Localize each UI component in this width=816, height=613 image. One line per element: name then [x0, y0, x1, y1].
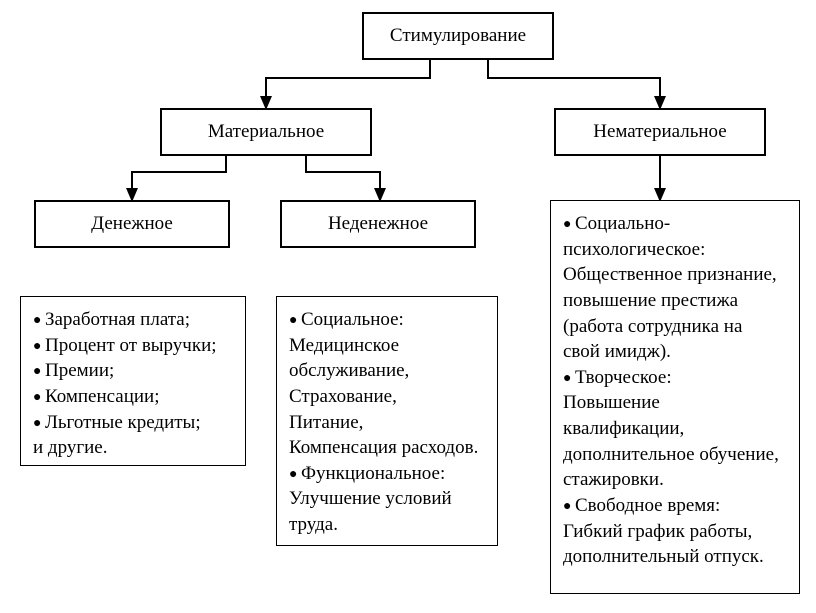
list-item: дополнительный отпуск. [563, 544, 787, 570]
list-item: Социально- [563, 211, 787, 237]
list-item: свой имидж). [563, 339, 787, 365]
list-item: Страхование, [289, 384, 485, 410]
list-item: Социальное: [289, 307, 485, 333]
node-money-label: Денежное [91, 212, 173, 236]
immaterial-detail-list: Социально-психологическое:Общественное п… [563, 211, 787, 570]
edge-material-nonmoney [306, 156, 380, 200]
node-immaterial: Нематериальное [554, 108, 766, 156]
node-nonmoney: Неденежное [280, 200, 476, 248]
nonmoney-detail-list: Социальное:Медицинскоеобслуживание,Страх… [289, 307, 485, 538]
node-money: Денежное [34, 200, 230, 248]
list-item: повышение престижа [563, 288, 787, 314]
edge-root-material [266, 60, 430, 108]
list-item: квалификации, [563, 416, 787, 442]
edge-root-immaterial [488, 60, 660, 108]
list-item: и другие. [33, 435, 233, 461]
list-item: стажировки. [563, 467, 787, 493]
list-item: Свободное время: [563, 493, 787, 519]
node-material-label: Материальное [208, 120, 324, 144]
list-item: Процент от выручки; [33, 333, 233, 359]
node-nonmoney-label: Неденежное [328, 212, 428, 236]
diagram-canvas: Стимулирование Материальное Нематериальн… [0, 0, 816, 613]
list-item: Питание, [289, 410, 485, 436]
list-item: Творческое: [563, 365, 787, 391]
list-item: психологическое: [563, 237, 787, 263]
list-item: Льготные кредиты; [33, 410, 233, 436]
node-root-label: Стимулирование [390, 24, 526, 48]
edge-material-money [132, 156, 226, 200]
list-item: Компенсации; [33, 384, 233, 410]
list-item: Функциональное: [289, 461, 485, 487]
list-item: обслуживание, [289, 358, 485, 384]
node-material: Материальное [160, 108, 372, 156]
list-item: Повышение [563, 390, 787, 416]
list-item: труда. [289, 512, 485, 538]
money-detail-list: Заработная плата;Процент от выручки;Прем… [33, 307, 233, 461]
list-item: Заработная плата; [33, 307, 233, 333]
immaterial-detail-box: Социально-психологическое:Общественное п… [550, 200, 800, 594]
money-detail-box: Заработная плата;Процент от выручки;Прем… [20, 296, 246, 466]
list-item: Гибкий график работы, [563, 519, 787, 545]
list-item: Общественное признание, [563, 262, 787, 288]
list-item: Улучшение условий [289, 486, 485, 512]
list-item: Медицинское [289, 333, 485, 359]
node-root: Стимулирование [362, 12, 554, 60]
node-immaterial-label: Нематериальное [593, 120, 726, 144]
list-item: (работа сотрудника на [563, 314, 787, 340]
list-item: дополнительное обучение, [563, 442, 787, 468]
list-item: Компенсация расходов. [289, 435, 485, 461]
nonmoney-detail-box: Социальное:Медицинскоеобслуживание,Страх… [276, 296, 498, 546]
list-item: Премии; [33, 358, 233, 384]
